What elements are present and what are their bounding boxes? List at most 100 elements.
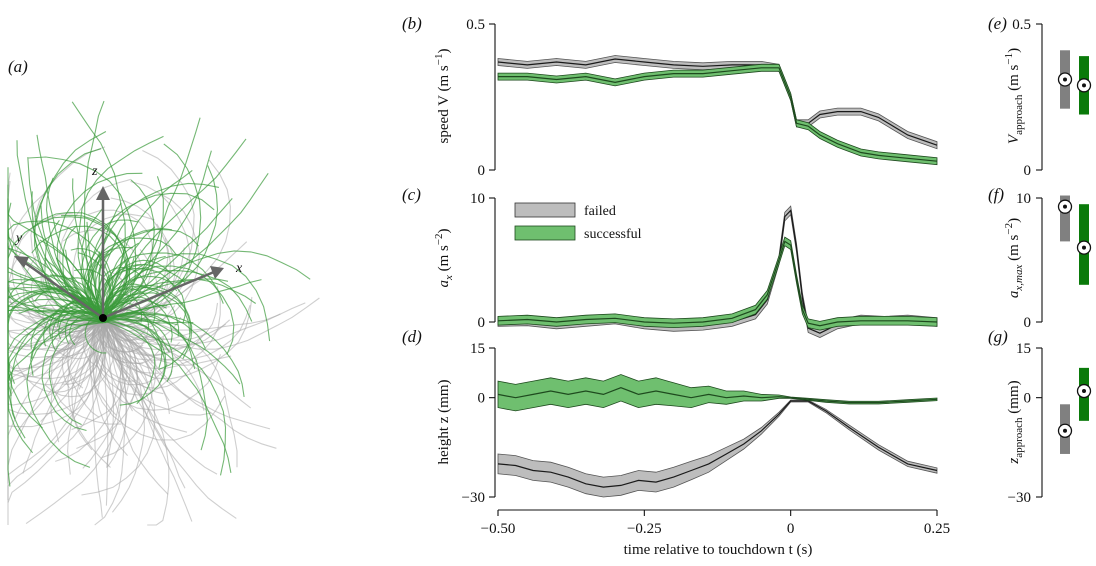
panel-d-ylabel: height z (mm) xyxy=(436,380,452,465)
legend: failed successful xyxy=(514,202,642,242)
trajectory-path xyxy=(34,148,104,323)
trajectory-path xyxy=(106,253,271,342)
trajectory-path xyxy=(17,317,104,432)
trajectory-path xyxy=(94,182,220,320)
y-axis-label: y xyxy=(14,231,23,246)
trajectory-path xyxy=(102,305,251,361)
trajectory-path xyxy=(101,299,167,317)
panel-b-ytick-label: 0 xyxy=(478,163,486,179)
panel-d-ytick-label: 0 xyxy=(478,391,486,407)
x-tick-label: 0 xyxy=(787,521,795,537)
trajectory-path xyxy=(98,227,172,316)
trajectory-path xyxy=(107,315,271,430)
panel-f-failed-marker-dot xyxy=(1063,204,1067,209)
panel-a-letter: (a) xyxy=(8,57,28,76)
trajectory-path xyxy=(62,225,102,320)
x-axis-line xyxy=(102,270,215,320)
trajectory-path xyxy=(46,318,105,359)
z-axis-label: z xyxy=(91,164,98,179)
trajectory-path xyxy=(102,320,218,475)
trajectory-path xyxy=(30,316,101,376)
x-axis-label: x xyxy=(235,261,243,276)
panel-d-successful-mean xyxy=(497,387,938,404)
trajectory-path xyxy=(61,320,104,389)
trajectory-path xyxy=(14,321,105,394)
trajectory-path xyxy=(104,315,174,382)
trajectory-path xyxy=(104,311,245,397)
panel-b-failed-band xyxy=(497,55,938,150)
trajectory-path xyxy=(95,316,222,411)
trajectory-path xyxy=(99,311,208,451)
panel-d-ytick-label: 15 xyxy=(470,341,485,357)
x-tick-label: −0.50 xyxy=(481,521,516,537)
trajectory-path xyxy=(7,288,101,334)
trajectory-path xyxy=(103,266,149,314)
panel-g-successful-marker-dot xyxy=(1082,389,1086,394)
trajectory-path xyxy=(41,317,102,432)
trajectory-path xyxy=(7,275,102,320)
legend-failed-label: failed xyxy=(584,204,616,219)
trajectory-path xyxy=(102,150,195,316)
x-tick-label: −0.25 xyxy=(627,521,662,537)
panel-d-successful-band xyxy=(497,374,938,412)
trajectory-plot xyxy=(7,100,320,526)
legend-successful-swatch xyxy=(514,225,576,241)
panel-c-successful-band xyxy=(497,236,938,331)
trajectory-path xyxy=(102,320,237,519)
trajectory-path xyxy=(105,296,253,380)
panel-g-ytick-label: 15 xyxy=(1016,341,1031,357)
trajectory-path xyxy=(32,211,129,315)
summary-plots: 0 0.5 0 10 −30 0 15 xyxy=(1008,17,1092,506)
panel-f-ytick-label: 10 xyxy=(1016,191,1031,207)
time-series-plots: 0 0.5 0 10 −30 0 15 −0.50 −0.25 0 0.25 xyxy=(462,17,951,537)
coordinate-axes: z y x xyxy=(14,164,243,322)
trajectory-path xyxy=(31,311,104,360)
trajectory-path xyxy=(94,228,200,314)
trajectory-path xyxy=(103,312,196,370)
trajectory-path xyxy=(106,313,206,349)
trajectory-path xyxy=(35,310,99,321)
panel-b-successful-band xyxy=(497,63,938,166)
trajectory-path xyxy=(92,319,226,441)
panel-e-failed-marker-dot xyxy=(1063,77,1067,82)
trajectory-path xyxy=(100,172,269,316)
trajectory-path xyxy=(100,319,232,474)
trajectory-path xyxy=(92,314,129,456)
trajectory-path xyxy=(28,156,137,323)
trajectory-path xyxy=(105,302,306,332)
panel-e-ytick-label: 0 xyxy=(1024,163,1032,179)
trajectory-path xyxy=(77,135,164,315)
trajectory-path xyxy=(101,316,227,476)
panel-g-letter: (g) xyxy=(988,327,1008,346)
panel-b-ylabel: speed V (m s−1) xyxy=(433,49,452,144)
trajectory-path xyxy=(103,308,163,369)
panel-d-failed-mean xyxy=(497,400,938,488)
panel-c-ylabel: ax (m s−2) xyxy=(433,228,455,287)
trajectory-path xyxy=(60,214,128,317)
trajectory-path xyxy=(98,317,154,379)
trajectory-path xyxy=(90,253,110,317)
trajectory-path xyxy=(106,143,202,322)
panel-c-letter: (c) xyxy=(402,185,421,204)
z-axis-arrow xyxy=(96,186,110,200)
trajectory-path xyxy=(86,221,102,314)
trajectory-path xyxy=(86,237,178,314)
trajectory-path xyxy=(101,252,224,317)
trajectory-path xyxy=(106,117,201,316)
trajectory-path xyxy=(105,322,133,412)
trajectory-path xyxy=(101,138,247,317)
panel-g-ylabel: zapproach (mm) xyxy=(1006,380,1025,464)
trajectory-path xyxy=(30,146,108,319)
trajectory-path xyxy=(58,306,102,340)
panel-d-failed-band xyxy=(497,399,938,498)
y-axis-line xyxy=(23,260,104,320)
trajectory-path xyxy=(70,247,112,317)
panel-e-ylabel: Vapproach (m s−1) xyxy=(1003,48,1025,144)
panel-b-successful-mean xyxy=(498,67,938,162)
trajectory-path xyxy=(89,316,103,518)
legend-successful-label: successful xyxy=(584,227,642,242)
trajectory-path xyxy=(101,176,164,317)
panel-f-successful-marker-dot xyxy=(1082,245,1086,250)
trajectory-path xyxy=(106,297,320,350)
